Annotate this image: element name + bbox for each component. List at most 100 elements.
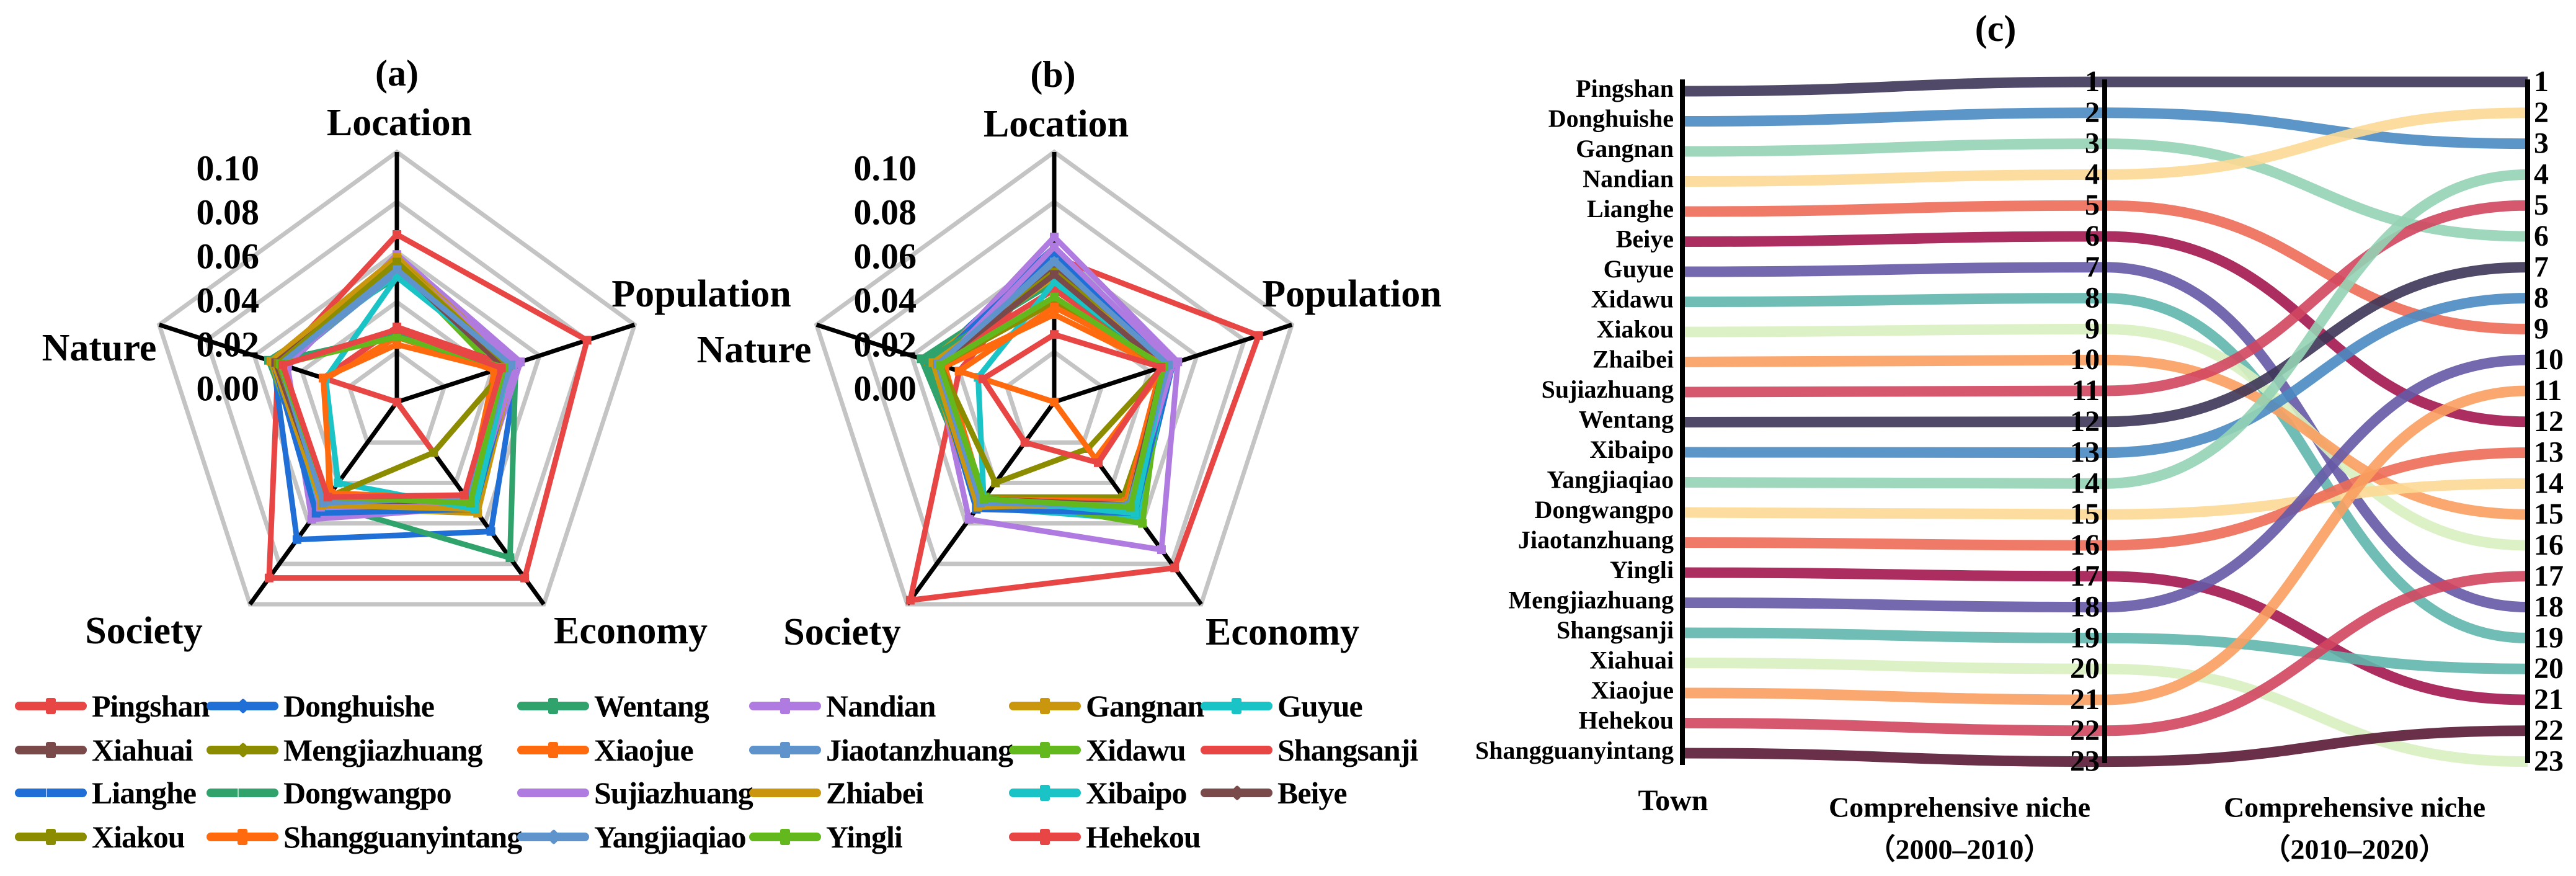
flow-line-wentang[interactable]	[1682, 262, 2528, 427]
legend-marker-tri-left-icon	[1232, 698, 1241, 714]
legend-item-yangjiaqiao[interactable]: Yangjiaqiao	[517, 818, 747, 856]
rank-label: 8	[2085, 282, 2100, 315]
legend-item-xiaojue[interactable]: Xiaojue	[517, 731, 694, 769]
rank-label: 5	[2534, 189, 2549, 221]
rank-label: 17	[2070, 560, 2100, 592]
rank-label: 20	[2534, 652, 2564, 685]
legend-label: Yingli	[826, 820, 903, 854]
rank-label: 3	[2085, 127, 2100, 160]
data-point	[936, 360, 945, 370]
legend-item-zhiabei[interactable]: Zhiabei	[749, 774, 924, 811]
legend-item-beiye[interactable]: Beiye	[1201, 774, 1348, 811]
radar-chart-b: 0.100.080.060.040.020.00 (b) Location Popul…	[697, 54, 1442, 653]
grid-ring	[347, 349, 447, 445]
data-point	[497, 364, 506, 373]
data-point	[1126, 503, 1135, 512]
data-point	[393, 265, 401, 274]
flow-line-xiaojue[interactable]	[1682, 385, 2528, 705]
legend-item-lianghe[interactable]: Lianghe	[15, 774, 197, 811]
town-label: Xiaojue	[1591, 676, 1674, 704]
rank-label: 14	[2534, 467, 2564, 499]
legend-item-sujiazhuang[interactable]: Sujiazhuang	[517, 774, 753, 811]
legend-marker-square-icon	[46, 698, 56, 714]
legend-marker-triangle-icon	[548, 698, 558, 714]
rank-label: 3	[2534, 127, 2549, 160]
rank-label: 16	[2070, 529, 2100, 561]
flow-line-yingli[interactable]	[1682, 567, 2528, 705]
data-point	[979, 374, 988, 383]
legend-item-donghuishe[interactable]: Donghuishe	[207, 687, 435, 725]
legend-marker-triangle-icon	[1040, 698, 1050, 714]
data-point	[582, 336, 592, 345]
legend-item-xiakou[interactable]: Xiakou	[15, 818, 185, 856]
legend-label: Sujiazhuang	[594, 775, 753, 810]
legend-marker-tri-down-icon	[780, 698, 790, 714]
legend-item-nandian[interactable]: Nandian	[749, 687, 936, 725]
legend-item-xibaipo[interactable]: Xibaipo	[1009, 774, 1188, 811]
legend-item-shangsanji[interactable]: Shangsanji	[1201, 731, 1418, 769]
flow-line-xiakou[interactable]	[1682, 323, 2528, 551]
rank-label: 1	[2085, 65, 2100, 98]
rank-label: 16	[2534, 529, 2564, 561]
legend-item-pingshan[interactable]: Pingshan	[15, 687, 210, 725]
legend-item-dongwangpo[interactable]: Dongwangpo	[207, 774, 452, 811]
legend-item-guyue[interactable]: Guyue	[1201, 687, 1363, 725]
axis-label-location: Location	[327, 102, 472, 144]
legend-item-jiaotanzhuang[interactable]: Jiaotanzhuang	[749, 731, 1013, 769]
rank-label: 22	[2534, 714, 2564, 747]
data-point	[292, 535, 301, 544]
town-label: Hehekou	[1579, 707, 1674, 735]
flow-line-guyue[interactable]	[1682, 262, 2528, 613]
legend-item-gangnan[interactable]: Gangnan	[1009, 687, 1204, 725]
rank-label: 23	[2534, 745, 2564, 778]
legend: Pingshan Donghuishe Wentang Nandian Gangnan G…	[0, 682, 1426, 869]
legend-label: Shangguanyintang	[283, 820, 522, 854]
legend-item-xidawu[interactable]: Xidawu	[1009, 731, 1186, 769]
rank-label: 11	[2534, 374, 2562, 407]
data-point	[1050, 270, 1059, 279]
series-hehekou[interactable]	[280, 326, 505, 500]
legend-line-icon	[517, 829, 589, 845]
legend-item-hehekou[interactable]: Hehekou	[1009, 818, 1201, 856]
town-label: Nandian	[1583, 165, 1674, 193]
data-point	[1254, 331, 1263, 340]
flow-line-mengjiazhuang[interactable]	[1682, 354, 2528, 613]
data-point	[954, 367, 964, 376]
panel-title: (b)	[1030, 54, 1075, 95]
flow-line-yangjiaqiao[interactable]	[1682, 169, 2528, 489]
legend-marker-triangle-icon	[46, 829, 56, 845]
flow-line-xidawu[interactable]	[1682, 293, 2528, 643]
legend-item-mengjiazhuang[interactable]: Mengjiazhuang	[207, 731, 482, 769]
legend-label: Dongwangpo	[283, 775, 452, 810]
rank-label: 8	[2534, 282, 2549, 315]
series-yingli[interactable]	[937, 294, 1166, 511]
town-axis-title: Town	[1638, 784, 1708, 817]
legend-line-icon	[749, 742, 821, 758]
data-point	[1050, 243, 1059, 252]
rank-label: 10	[2534, 343, 2564, 376]
flow-line-xibaipo[interactable]	[1682, 293, 2528, 458]
rank-label: 23	[2070, 745, 2100, 778]
flow-line-hehekou[interactable]	[1682, 571, 2528, 736]
town-label: Donghuishe	[1548, 105, 1674, 133]
axis-label-society: Society	[85, 610, 202, 652]
flow-line-zhaibei[interactable]	[1682, 354, 2528, 520]
tick-label: 0.10	[854, 148, 917, 188]
legend-item-yingli[interactable]: Yingli	[749, 818, 903, 856]
series-hehekou[interactable]	[980, 331, 1164, 466]
legend-label: Zhiabei	[826, 775, 924, 810]
legend-line-icon	[15, 698, 87, 714]
town-label: Mengjiazhuang	[1508, 586, 1674, 614]
town-label: Beiye	[1616, 225, 1674, 253]
rank-label: 11	[2072, 374, 2100, 407]
legend-item-shangguanyintang[interactable]: Shangguanyintang	[207, 818, 522, 856]
flow-line-beiye[interactable]	[1682, 231, 2528, 427]
grid-ring	[204, 199, 590, 566]
data-point	[905, 596, 915, 605]
data-point	[393, 333, 401, 342]
rank-label: 20	[2070, 652, 2100, 685]
legend-item-xiahuai[interactable]: Xiahuai	[15, 731, 193, 769]
rank-label: 15	[2534, 498, 2564, 530]
legend-item-wentang[interactable]: Wentang	[517, 687, 709, 725]
data-point	[1094, 458, 1103, 467]
